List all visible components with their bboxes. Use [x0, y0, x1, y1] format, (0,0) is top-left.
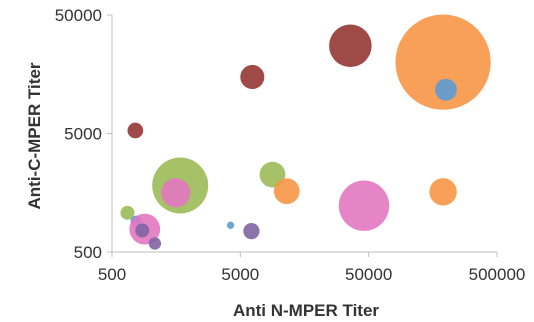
x-tick-label: 500000	[469, 265, 526, 284]
x-tick-label: 500	[98, 265, 126, 284]
bubble	[148, 237, 162, 250]
y-axis-title: Anti-C-MPER Titer	[25, 62, 44, 209]
bubble	[395, 14, 491, 110]
bubble	[329, 24, 372, 68]
bubble	[240, 64, 265, 90]
bubble	[429, 178, 457, 206]
bubble	[161, 178, 191, 208]
x-tick-label: 5000	[221, 265, 259, 284]
bubble	[243, 223, 260, 240]
bubble	[226, 221, 235, 229]
x-tick-label: 50000	[345, 265, 392, 284]
bubble	[135, 223, 150, 238]
tick-marks	[107, 14, 498, 257]
bubbles	[120, 14, 491, 250]
y-tick-label: 500	[74, 243, 102, 262]
y-tick-label: 50000	[55, 6, 102, 25]
bubble	[120, 205, 135, 220]
y-tick-label: 5000	[64, 125, 102, 144]
bubble	[273, 178, 300, 205]
bubble	[435, 78, 457, 101]
bubble	[127, 122, 144, 139]
tick-labels: 500 5000 50000 500 5000 50000 500000	[55, 6, 526, 284]
x-axis-title: Anti N-MPER Titer	[233, 301, 379, 320]
bubble	[338, 180, 390, 231]
